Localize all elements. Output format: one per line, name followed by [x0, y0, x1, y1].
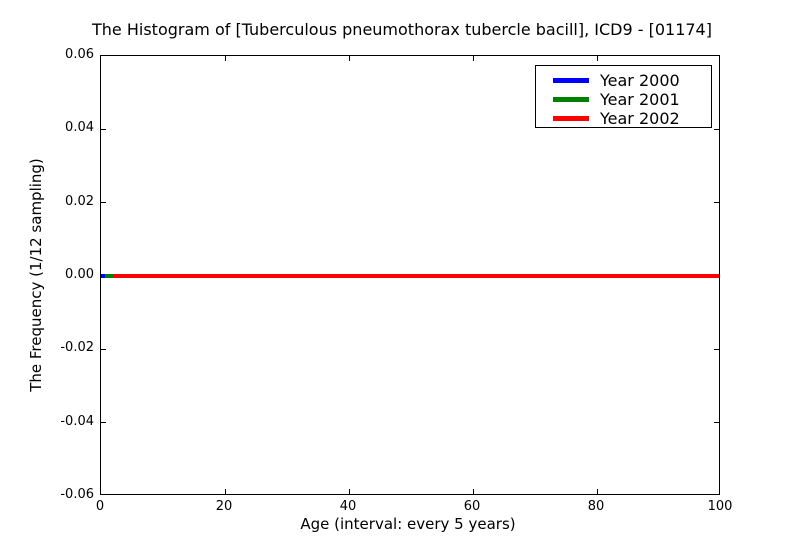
- series-line-year-2001: [101, 274, 113, 278]
- y-tick-label: -0.02: [60, 340, 94, 355]
- legend-swatch-year-2000: [553, 78, 589, 83]
- series-line-year-2000: [101, 274, 105, 278]
- x-tick-mark: [473, 56, 474, 61]
- y-tick-label: 0.00: [65, 267, 94, 282]
- x-tick-label: 100: [707, 499, 733, 514]
- series-line-year-2002: [101, 274, 719, 278]
- legend-swatch-year-2002: [553, 116, 589, 121]
- legend-label: Year 2001: [600, 90, 680, 109]
- x-tick-mark: [349, 56, 350, 61]
- y-tick-mark: [714, 202, 719, 203]
- y-tick-label: 0.02: [65, 194, 94, 209]
- y-tick-mark: [101, 422, 106, 423]
- x-tick-label: 80: [587, 499, 605, 514]
- x-tick-mark: [349, 489, 350, 494]
- legend-entry-year-2002: Year 2002: [536, 109, 711, 128]
- y-tick-mark: [714, 129, 719, 130]
- x-tick-mark: [597, 489, 598, 494]
- x-tick-mark: [225, 56, 226, 61]
- y-tick-mark: [101, 202, 106, 203]
- y-tick-mark: [101, 129, 106, 130]
- legend-entry-year-2001: Year 2001: [536, 90, 711, 109]
- y-tick-label: -0.06: [60, 487, 94, 502]
- legend-entry-year-2000: Year 2000: [536, 71, 711, 90]
- x-tick-mark: [473, 489, 474, 494]
- x-tick-label: 0: [95, 499, 105, 514]
- x-tick-label: 60: [463, 499, 481, 514]
- y-tick-mark: [714, 349, 719, 350]
- x-tick-label: 40: [339, 499, 357, 514]
- legend-label: Year 2000: [600, 71, 680, 90]
- x-tick-mark: [597, 56, 598, 61]
- legend-swatch-year-2001: [553, 97, 589, 102]
- legend: Year 2000 Year 2001 Year 2002: [535, 65, 712, 128]
- y-tick-label: 0.06: [65, 47, 94, 62]
- plot-area: [100, 55, 720, 495]
- y-tick-mark: [101, 349, 106, 350]
- x-tick-label: 20: [215, 499, 233, 514]
- chart-title: The Histogram of [Tuberculous pneumothor…: [92, 20, 712, 39]
- y-tick-label: -0.04: [60, 414, 94, 429]
- legend-label: Year 2002: [600, 109, 680, 128]
- y-tick-mark: [714, 422, 719, 423]
- y-tick-label: 0.04: [65, 120, 94, 135]
- x-tick-mark: [225, 489, 226, 494]
- x-axis-label: Age (interval: every 5 years): [300, 515, 516, 533]
